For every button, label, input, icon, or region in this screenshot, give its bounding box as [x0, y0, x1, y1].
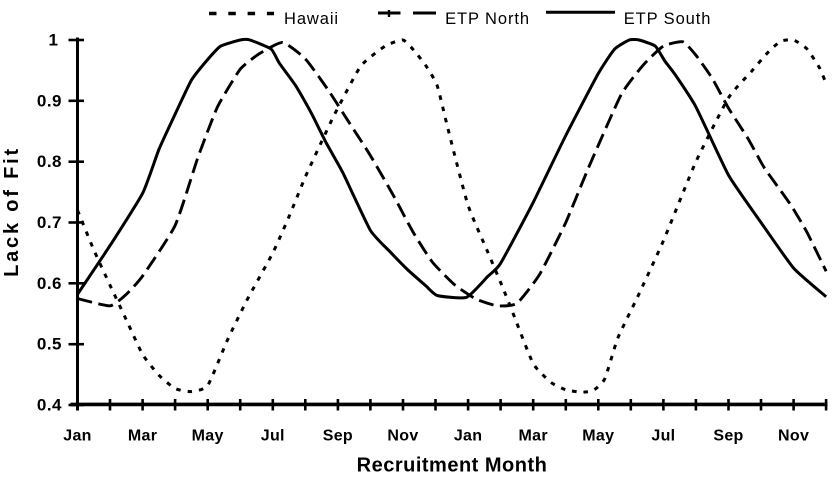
svg-text:0.4: 0.4: [37, 396, 62, 415]
svg-text:Nov: Nov: [387, 428, 418, 445]
svg-text:Jul: Jul: [651, 428, 675, 445]
svg-text:Sep: Sep: [323, 428, 353, 445]
svg-text:0.5: 0.5: [37, 335, 62, 354]
svg-text:Recruitment Month: Recruitment Month: [357, 455, 548, 477]
svg-text:Nov: Nov: [778, 428, 809, 445]
svg-text:May: May: [582, 428, 614, 445]
svg-text:May: May: [192, 428, 224, 445]
svg-text:Jan: Jan: [454, 428, 482, 445]
svg-text:1: 1: [49, 31, 59, 50]
svg-text:0.9: 0.9: [37, 91, 62, 110]
svg-text:Jul: Jul: [261, 428, 285, 445]
svg-text:Jan: Jan: [63, 428, 91, 445]
svg-text:0.8: 0.8: [37, 152, 62, 171]
svg-text:Hawaii: Hawaii: [284, 10, 339, 28]
svg-text:Sep: Sep: [713, 428, 743, 445]
svg-text:0.7: 0.7: [37, 213, 62, 232]
svg-text:ETP North: ETP North: [445, 10, 530, 28]
svg-text:0.6: 0.6: [37, 274, 62, 293]
svg-text:Lack of Fit: Lack of Fit: [1, 146, 23, 277]
svg-text:Mar: Mar: [128, 428, 157, 445]
svg-text:Mar: Mar: [519, 428, 548, 445]
svg-text:ETP South: ETP South: [624, 10, 712, 28]
